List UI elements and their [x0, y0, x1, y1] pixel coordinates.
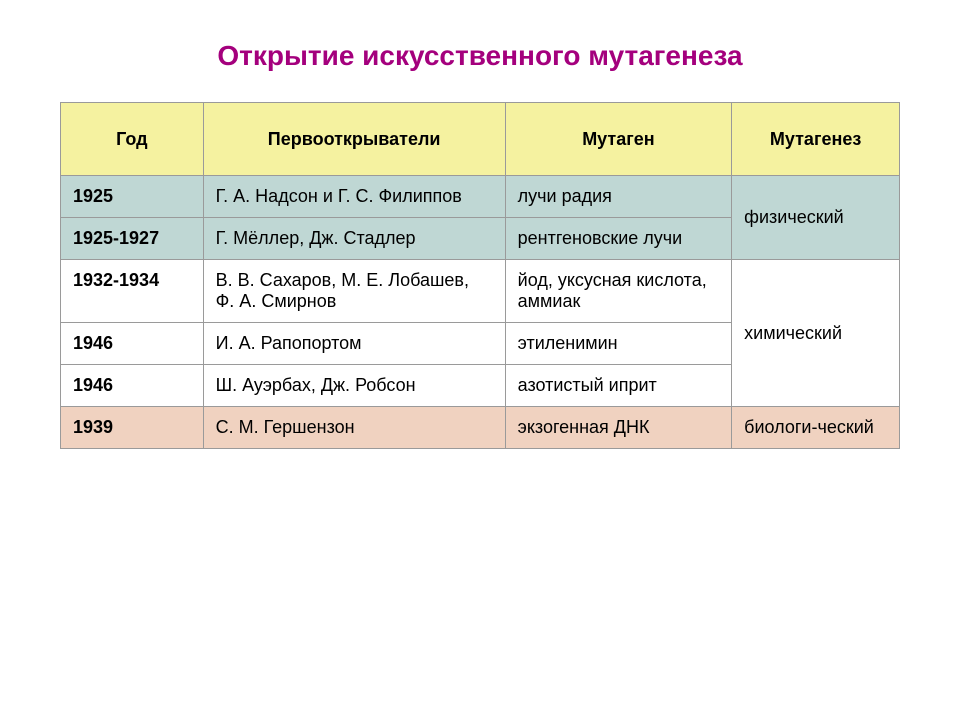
cell-mutagenesis: биологи-ческий: [732, 407, 900, 449]
col-mutagen: Мутаген: [505, 103, 732, 176]
cell-year: 1925: [61, 176, 204, 218]
cell-year: 1939: [61, 407, 204, 449]
table-row: 1932-1934В. В. Сахаров, М. Е. Лобашев, Ф…: [61, 260, 900, 323]
cell-mutagenesis: химический: [732, 260, 900, 407]
col-discoverers: Первооткрыватели: [203, 103, 505, 176]
cell-year: 1932-1934: [61, 260, 204, 323]
table-row: 1925Г. А. Надсон и Г. С. Филипповлучи ра…: [61, 176, 900, 218]
col-mutagenesis: Мутагенез: [732, 103, 900, 176]
cell-mutagen: рентгеновские лучи: [505, 218, 732, 260]
cell-year: 1946: [61, 323, 204, 365]
cell-discoverers: Г. Мёллер, Дж. Стадлер: [203, 218, 505, 260]
cell-mutagen: экзогенная ДНК: [505, 407, 732, 449]
cell-discoverers: В. В. Сахаров, М. Е. Лобашев, Ф. А. Смир…: [203, 260, 505, 323]
cell-mutagen: азотистый иприт: [505, 365, 732, 407]
table-header-row: Год Первооткрыватели Мутаген Мутагенез: [61, 103, 900, 176]
cell-year: 1946: [61, 365, 204, 407]
table-body: 1925Г. А. Надсон и Г. С. Филипповлучи ра…: [61, 176, 900, 449]
cell-mutagenesis: физический: [732, 176, 900, 260]
cell-discoverers: Ш. Ауэрбах, Дж. Робсон: [203, 365, 505, 407]
cell-year: 1925-1927: [61, 218, 204, 260]
col-year: Год: [61, 103, 204, 176]
cell-mutagen: лучи радия: [505, 176, 732, 218]
cell-discoverers: С. М. Гершензон: [203, 407, 505, 449]
slide: Открытие искусственного мутагенеза Год П…: [0, 0, 960, 720]
cell-mutagen: этиленимин: [505, 323, 732, 365]
cell-discoverers: Г. А. Надсон и Г. С. Филиппов: [203, 176, 505, 218]
table-row: 1939С. М. Гершензонэкзогенная ДНКбиологи…: [61, 407, 900, 449]
cell-mutagen: йод, уксусная кислота, аммиак: [505, 260, 732, 323]
page-title: Открытие искусственного мутагенеза: [60, 40, 900, 72]
cell-discoverers: И. А. Рапопортом: [203, 323, 505, 365]
mutagenesis-table: Год Первооткрыватели Мутаген Мутагенез 1…: [60, 102, 900, 449]
